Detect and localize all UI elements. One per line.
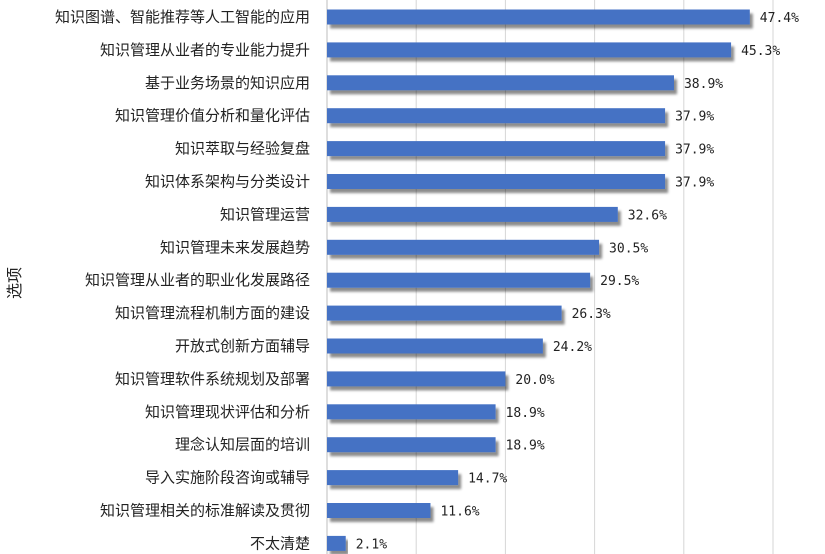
category-label: 理念认知层面的培训 <box>175 436 310 454</box>
value-label: 29.5% <box>600 274 639 289</box>
bar <box>327 239 600 255</box>
labels: 知识图谱、智能推荐等人工智能的应用 47.4% 知识管理从业者的专业能力提升 45.3… <box>55 8 799 552</box>
category-label: 知识管理未来发展趋势 <box>160 238 310 256</box>
category-label: 不太清楚 <box>250 534 310 552</box>
bar <box>327 437 496 453</box>
value-label: 37.9% <box>675 143 714 158</box>
value-label: 45.3% <box>741 44 780 59</box>
category-label: 知识管理价值分析和量化评估 <box>115 107 310 125</box>
category-label: 知识管理运营 <box>220 205 310 223</box>
category-label: 开放式创新方面辅导 <box>175 337 310 355</box>
value-label: 26.3% <box>572 307 611 322</box>
category-label: 知识管理从业者的专业能力提升 <box>100 41 310 59</box>
bar <box>327 9 750 25</box>
value-label: 2.1% <box>356 537 387 552</box>
category-label: 知识萃取与经验复盘 <box>175 140 310 158</box>
value-label: 18.9% <box>506 439 545 454</box>
category-label: 知识管理软件系统规划及部署 <box>115 370 310 388</box>
category-label: 知识管理从业者的职业化发展路径 <box>85 271 310 289</box>
value-label: 37.9% <box>675 110 714 125</box>
bar <box>327 338 543 354</box>
bar <box>327 75 674 91</box>
bar <box>327 503 431 518</box>
bar <box>327 42 732 58</box>
category-label: 知识管理流程机制方面的建设 <box>115 304 310 322</box>
bar <box>327 206 618 222</box>
value-label: 11.6% <box>440 505 479 520</box>
bar <box>327 535 346 551</box>
bar <box>327 141 666 157</box>
value-label: 37.9% <box>675 176 714 191</box>
bars <box>327 9 750 551</box>
category-label: 基于业务场景的知识应用 <box>145 74 310 92</box>
value-label: 18.9% <box>506 406 545 421</box>
bar <box>327 305 562 321</box>
category-label: 知识管理现状评估和分析 <box>145 403 310 421</box>
value-label: 20.0% <box>515 373 554 388</box>
category-label: 知识图谱、智能推荐等人工智能的应用 <box>55 8 310 26</box>
value-label: 14.7% <box>468 472 507 487</box>
value-label: 47.4% <box>760 11 799 26</box>
value-label: 32.6% <box>628 208 667 223</box>
value-label: 24.2% <box>553 340 592 355</box>
value-label: 30.5% <box>609 241 648 256</box>
bar <box>327 404 496 420</box>
bar <box>327 108 666 124</box>
value-label: 38.9% <box>684 77 723 92</box>
bar <box>327 272 591 288</box>
category-label: 知识体系架构与分类设计 <box>145 173 310 191</box>
bar <box>327 174 666 189</box>
bar <box>327 371 506 387</box>
bar <box>327 470 459 486</box>
category-label: 导入实施阶段咨询或辅导 <box>145 469 310 487</box>
category-label: 知识管理相关的标准解读及贯彻 <box>100 502 310 520</box>
y-axis-label: 选项 <box>5 267 24 299</box>
